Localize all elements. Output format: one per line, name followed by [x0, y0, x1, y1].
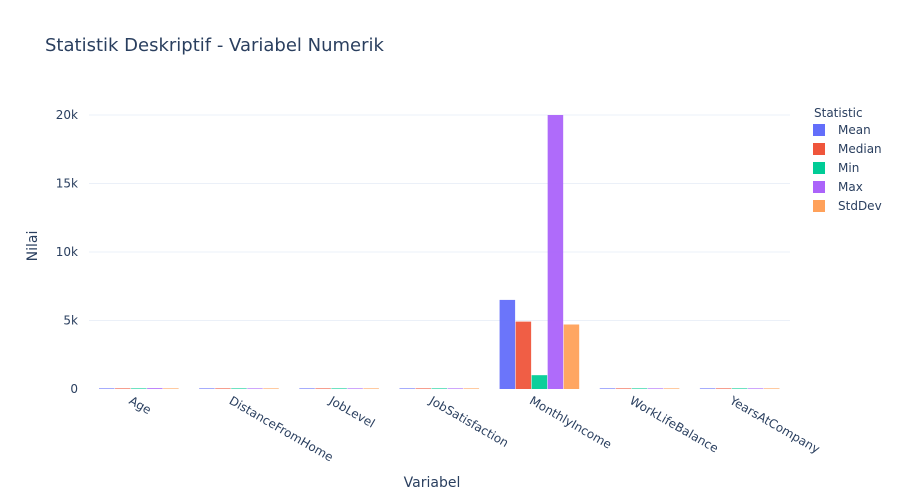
legend-label: Median: [838, 142, 882, 156]
chart-title: Statistik Deskriptif - Variabel Numerik: [45, 35, 385, 56]
bars: [99, 115, 780, 389]
bar-max-yearsatcompany: [747, 388, 764, 389]
bar-mean-distancefromhome: [199, 388, 215, 389]
bar-stddev-joblevel: [363, 388, 379, 389]
bar-min-distancefromhome: [231, 388, 247, 389]
bar-median-distancefromhome: [215, 388, 231, 389]
bar-stddev-distancefromhome: [263, 388, 279, 389]
bar-mean-joblevel: [299, 388, 315, 389]
bar-mean-jobsatisfaction: [399, 388, 415, 389]
legend: Statistic Mean Median Min Max StdDev: [813, 106, 882, 213]
y-axis-title: Nilai: [25, 231, 41, 262]
bar-min-jobsatisfaction: [431, 388, 448, 389]
legend-label: StdDev: [838, 199, 882, 213]
bar-median-yearsatcompany: [715, 388, 732, 389]
x-axis-title: Variabel: [404, 475, 461, 491]
x-tick-label: WorkLifeBalance: [627, 393, 720, 455]
bar-max-distancefromhome: [247, 388, 263, 389]
y-tick-label: 5k: [63, 314, 78, 328]
x-tick-label: MonthlyIncome: [527, 393, 614, 451]
bar-max-jobsatisfaction: [447, 388, 464, 389]
legend-label: Max: [838, 180, 863, 194]
bar-min-yearsatcompany: [731, 388, 748, 389]
legend-label: Mean: [838, 123, 871, 137]
legend-swatch-min: [813, 162, 825, 174]
x-tick-label: JobSatisfaction: [426, 393, 511, 450]
legend-title: Statistic: [814, 106, 863, 120]
bar-max-worklifebalance: [647, 388, 664, 389]
y-tick-label: 0: [70, 382, 78, 396]
grid-lines: [89, 114, 790, 321]
x-tick-label: DistanceFromHome: [227, 393, 336, 464]
legend-swatch-median: [813, 143, 825, 155]
y-tick-label: 20k: [56, 108, 78, 122]
bar-median-jobsatisfaction: [415, 388, 431, 389]
bar-median-joblevel: [315, 388, 331, 389]
legend-swatch-max: [813, 181, 825, 193]
bar-max-joblevel: [347, 388, 363, 389]
bar-mean-monthlyincome: [499, 299, 516, 389]
bar-stddev-worklifebalance: [663, 388, 680, 389]
x-tick-label: Age: [127, 393, 154, 417]
bar-max-age: [147, 388, 163, 389]
bar-max-monthlyincome: [547, 115, 564, 389]
bar-median-monthlyincome: [515, 321, 532, 389]
bar-median-worklifebalance: [615, 388, 632, 389]
bar-mean-yearsatcompany: [699, 388, 716, 389]
bar-min-age: [131, 388, 147, 389]
y-tick-labels: 0 5k 10k 15k 20k: [56, 108, 78, 396]
y-tick-label: 15k: [56, 177, 78, 191]
bar-stddev-yearsatcompany: [763, 388, 780, 389]
x-tick-label: JobLevel: [326, 393, 377, 431]
bar-mean-worklifebalance: [599, 388, 616, 389]
legend-label: Min: [838, 161, 859, 175]
y-tick-label: 10k: [56, 245, 78, 259]
bar-min-joblevel: [331, 388, 347, 389]
bar-min-monthlyincome: [531, 375, 548, 389]
legend-swatch-stddev: [813, 200, 825, 212]
bar-mean-age: [99, 388, 115, 389]
bar-median-age: [115, 388, 131, 389]
bar-stddev-jobsatisfaction: [463, 388, 480, 389]
legend-swatch-mean: [813, 124, 825, 136]
x-tick-label: YearsAtCompany: [727, 393, 823, 456]
bar-stddev-age: [163, 388, 179, 389]
bar-min-worklifebalance: [631, 388, 648, 389]
bar-stddev-monthlyincome: [563, 324, 580, 389]
